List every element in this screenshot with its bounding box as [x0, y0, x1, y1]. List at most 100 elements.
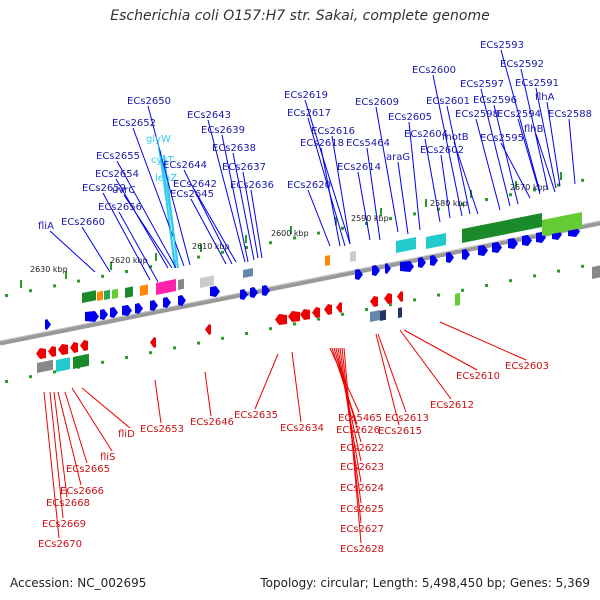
forward-gene-label: ECs2600 — [412, 65, 456, 76]
tick-mark — [110, 262, 112, 270]
tick-mark — [425, 199, 427, 207]
reverse-gene-label: fliD — [118, 429, 135, 440]
forward-gene-arrow — [492, 242, 502, 253]
tick-mark — [269, 241, 272, 245]
reverse-gene-label: ECs2670 — [38, 539, 82, 550]
reverse-label-leader — [64, 391, 88, 464]
tick-mark — [341, 226, 344, 230]
forward-gene-label: ECs2601 — [426, 96, 470, 107]
reverse-gene-label: ECs2627 — [340, 524, 384, 535]
tick-mark — [413, 212, 416, 216]
forward-gene-arrow — [262, 285, 270, 296]
forward-label-leader — [453, 141, 479, 215]
forward-label-leader — [157, 143, 177, 267]
tick-mark — [149, 265, 152, 269]
forward-label-leader — [193, 188, 237, 263]
tick-mark — [197, 341, 200, 345]
tick-mark — [125, 356, 128, 359]
reverse-gene-arrow — [48, 346, 56, 357]
forward-gene-arrow — [418, 257, 426, 268]
tick-mark — [560, 172, 562, 180]
tick-mark — [245, 332, 248, 335]
kbp-tick-label: 2590 kbp — [351, 214, 389, 223]
forward-gene-label: ECs2604 — [404, 129, 448, 140]
tick-mark — [293, 322, 296, 326]
forward-gene-arrow — [210, 286, 220, 297]
tick-mark — [101, 360, 104, 364]
forward-gene-label: ECs2655 — [96, 151, 140, 162]
tick-mark — [269, 327, 272, 331]
forward-gene-label: ECs2637 — [222, 162, 266, 173]
reverse-label-leader — [43, 391, 60, 539]
reverse-gene-arrow — [36, 348, 46, 359]
tick-mark — [461, 202, 464, 206]
forward-gene-arrow — [240, 289, 248, 300]
forward-gene-arrow — [178, 295, 186, 306]
forward-gene-label: ECs2591 — [515, 78, 559, 89]
forward-gene-label: ECs2614 — [337, 162, 381, 173]
reverse-gene-label: ECs2622 — [340, 443, 384, 454]
reverse-gene-arrow — [324, 304, 332, 315]
forward-gene-label: flhA — [535, 92, 555, 103]
tick-mark — [149, 351, 152, 355]
forward-gene-label: ECs2617 — [287, 108, 331, 119]
forward-gene-label: ECs2596 — [473, 95, 517, 106]
reverse-gene-label: ECs2624 — [340, 483, 384, 494]
forward-gene-label: ECs2642 — [173, 179, 217, 190]
reverse-label-leader — [377, 333, 407, 413]
forward-gene-arrow — [163, 297, 171, 308]
forward-label-leader — [221, 134, 249, 263]
reverse-label-leader — [254, 353, 279, 410]
forward-label-leader — [446, 105, 471, 215]
forward-gene-label: ECs2595 — [480, 133, 524, 144]
forward-gene-arrow — [122, 305, 132, 316]
forward-gene-label: ECs2602 — [420, 145, 464, 156]
tick-mark — [437, 293, 440, 297]
forward-label-leader — [500, 49, 541, 193]
forward-label-leader — [320, 147, 341, 247]
feature-block — [125, 286, 133, 298]
forward-gene-label: ECs2656 — [98, 202, 142, 213]
forward-label-leader — [568, 118, 576, 185]
reverse-gene-label: ECs2612 — [430, 400, 474, 411]
forward-gene-label: ECs2597 — [460, 79, 504, 90]
forward-gene-label: ECs2659 — [82, 183, 126, 194]
reverse-label-leader — [204, 371, 212, 417]
forward-gene-label: ECs2619 — [284, 90, 328, 101]
forward-label-leader — [517, 118, 541, 195]
forward-label-leader — [357, 171, 371, 241]
forward-label-leader — [304, 99, 351, 245]
tick-mark — [335, 217, 337, 225]
reverse-label-leader — [81, 387, 131, 429]
forward-gene-label: leuZ — [155, 173, 177, 184]
reverse-gene-label: ECs5465 — [338, 413, 382, 424]
reverse-gene-label: ECs2603 — [505, 361, 549, 372]
tick-mark — [293, 236, 296, 240]
reverse-gene-arrow — [205, 324, 211, 335]
forward-label-leader — [366, 147, 381, 241]
forward-label-leader — [116, 160, 177, 269]
forward-gene-arrow — [462, 249, 470, 260]
kbp-tick-label: 2620 kbp — [110, 256, 148, 265]
reverse-gene-label: fliS — [100, 452, 115, 463]
forward-gene-arrow — [508, 238, 518, 249]
reverse-gene-label: ECs2669 — [42, 519, 86, 530]
feature-block — [455, 293, 460, 306]
forward-label-leader — [424, 138, 441, 223]
genome-summary: Topology: circular; Length: 5,498,450 bp… — [260, 576, 590, 590]
feature-block — [140, 284, 148, 296]
reverse-gene-arrow — [384, 293, 392, 304]
feature-block — [380, 309, 386, 322]
tick-mark — [509, 279, 512, 283]
reverse-gene-arrow — [397, 291, 403, 302]
reverse-gene-label: ECs2668 — [46, 498, 90, 509]
reverse-gene-arrow — [58, 344, 68, 355]
feature-block — [37, 359, 53, 373]
forward-gene-label: motB — [442, 132, 469, 143]
reverse-gene-arrow — [80, 340, 88, 351]
forward-gene-arrow — [446, 252, 454, 263]
reverse-label-leader — [403, 329, 478, 371]
feature-block — [97, 290, 103, 301]
reverse-gene-label: ECs2665 — [66, 464, 110, 475]
forward-label-leader — [307, 117, 346, 247]
